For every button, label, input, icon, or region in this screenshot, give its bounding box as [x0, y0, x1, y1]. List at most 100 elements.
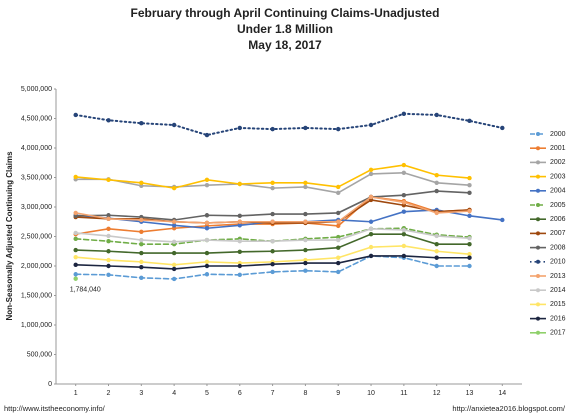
point — [270, 239, 275, 244]
x-tick-label: 3 — [139, 390, 143, 397]
legend-label: 2010 — [550, 259, 566, 266]
point — [467, 252, 472, 257]
point — [467, 255, 472, 260]
x-tick-label: 14 — [498, 390, 506, 397]
point — [139, 121, 144, 126]
data-label: 1,784,040 — [70, 287, 101, 294]
y-tick-label: 4,000,000 — [21, 145, 52, 152]
point — [139, 241, 144, 247]
chart-subtitle: Under 1.8 Million — [237, 22, 333, 36]
point — [106, 249, 111, 254]
point — [73, 262, 78, 268]
point — [139, 250, 144, 256]
point — [467, 263, 472, 269]
point — [401, 231, 407, 237]
point — [237, 239, 242, 244]
point — [139, 217, 144, 223]
point — [204, 237, 210, 243]
point — [106, 263, 111, 269]
point — [237, 272, 242, 278]
point — [270, 219, 275, 224]
point — [434, 233, 439, 239]
point — [270, 180, 275, 186]
legend-label: 2002 — [550, 159, 566, 166]
point — [368, 194, 374, 200]
point — [237, 219, 242, 224]
series-line — [74, 112, 504, 137]
point — [401, 227, 407, 233]
point — [106, 233, 111, 239]
legend-label: 2000 — [550, 131, 566, 138]
legend-label: 2016 — [550, 315, 566, 322]
point — [336, 255, 341, 260]
point — [467, 241, 472, 247]
point — [368, 231, 374, 237]
legend-label: 2015 — [550, 301, 566, 308]
point — [434, 263, 439, 269]
point — [237, 213, 242, 219]
point — [237, 181, 242, 187]
point — [401, 162, 407, 168]
point — [171, 223, 177, 228]
point — [106, 177, 111, 183]
x-tick-label: 5 — [205, 390, 209, 397]
x-tick-label: 1 — [74, 390, 78, 397]
point — [106, 257, 111, 263]
point — [204, 259, 210, 265]
point — [270, 269, 275, 275]
x-tick-label: 12 — [433, 390, 441, 397]
legend-marker — [536, 302, 540, 307]
legend-marker — [536, 132, 540, 136]
point — [434, 112, 439, 118]
point — [171, 219, 177, 224]
x-tick-label: 9 — [336, 390, 340, 397]
point — [303, 260, 308, 266]
point — [467, 208, 472, 214]
point — [270, 185, 275, 191]
point — [303, 180, 308, 186]
point — [171, 239, 177, 245]
point — [434, 255, 439, 260]
legend-label: 2001 — [550, 145, 566, 152]
point — [401, 193, 407, 198]
point — [303, 219, 308, 224]
point — [73, 230, 78, 236]
legend-marker — [536, 174, 540, 179]
point — [401, 200, 407, 205]
point — [467, 213, 472, 219]
x-tick-label: 6 — [238, 390, 242, 397]
point — [500, 217, 505, 223]
point — [204, 177, 210, 183]
legend-marker — [536, 274, 540, 278]
legend-label: 2004 — [550, 188, 566, 195]
point — [204, 220, 210, 226]
point — [434, 249, 439, 254]
legend-label: 2003 — [550, 173, 566, 180]
chart-title: February through April Continuing Claims… — [131, 6, 440, 20]
legend-label: 2006 — [550, 216, 566, 223]
point — [270, 126, 275, 132]
point — [106, 226, 111, 232]
point — [467, 190, 472, 196]
point — [171, 266, 177, 272]
y-tick-label: 2,000,000 — [21, 263, 52, 270]
point — [368, 244, 374, 250]
point — [434, 180, 439, 186]
point — [171, 276, 177, 282]
point — [336, 126, 341, 132]
point — [73, 112, 78, 118]
point — [139, 229, 144, 234]
point — [336, 237, 341, 243]
legend-marker — [536, 259, 540, 264]
point — [303, 237, 308, 243]
legend-label: 2017 — [550, 330, 566, 337]
point — [171, 262, 177, 268]
point — [73, 236, 78, 242]
y-tick-label: 3,500,000 — [21, 174, 52, 181]
point — [303, 247, 308, 253]
point — [368, 219, 374, 224]
point — [139, 237, 144, 243]
y-tick-label: 1,500,000 — [21, 292, 52, 299]
y-axis-label: Non-Seasonally Adjusted Continuing Claim… — [5, 151, 14, 321]
point — [368, 253, 374, 259]
